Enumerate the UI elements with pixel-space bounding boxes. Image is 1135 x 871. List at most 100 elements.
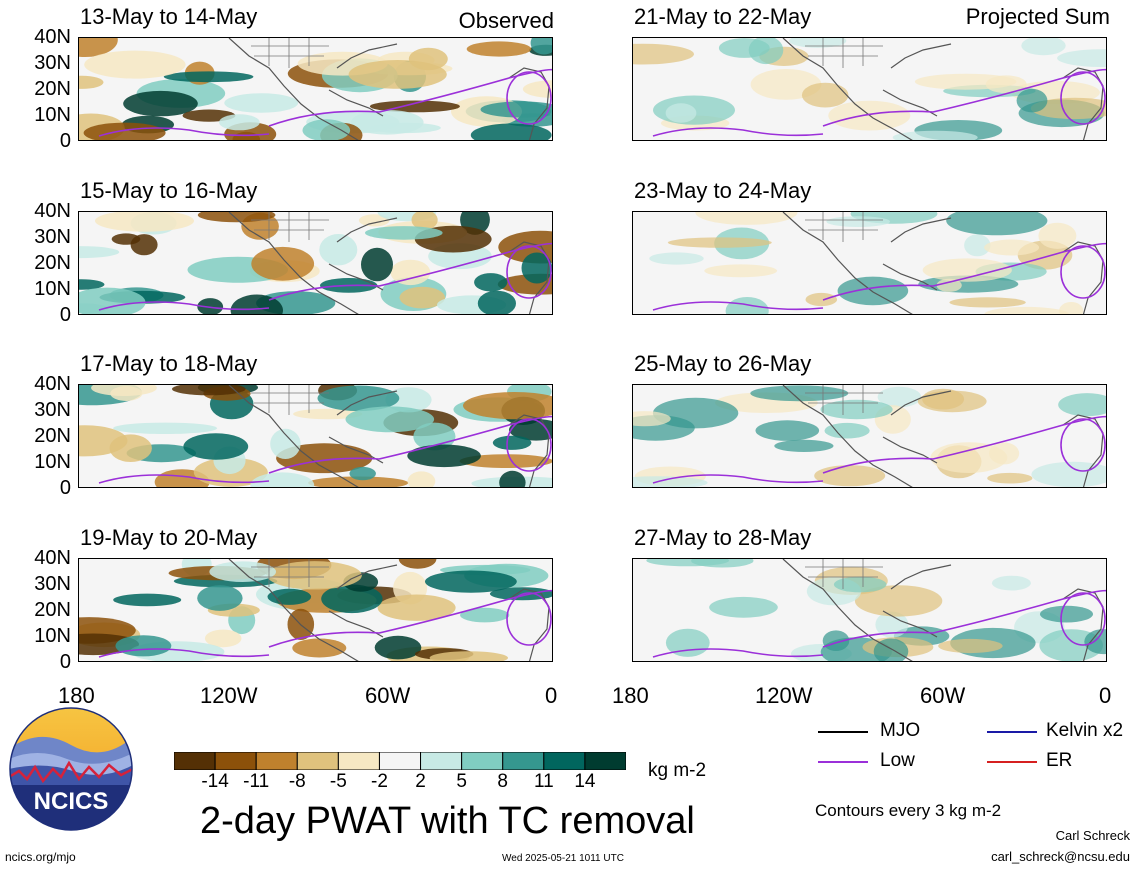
pwat-anomaly-blob [499, 470, 526, 487]
lat-label: 30N [34, 573, 71, 595]
colorbar-swatch [378, 751, 422, 771]
pwat-anomaly-blob [317, 385, 400, 412]
state-boundaries [251, 212, 329, 242]
pwat-anomaly-blob [695, 212, 798, 225]
pwat-anomaly-blob [399, 286, 446, 309]
lat-label: 30N [34, 399, 71, 421]
pwat-anomaly-blob [649, 252, 704, 265]
colorbar-swatch [584, 751, 627, 771]
pwat-anomaly-blob [111, 233, 141, 245]
pwat-anomaly-blob [718, 38, 770, 58]
pwat-anomaly-blob [183, 433, 249, 460]
legend-label-mjo: MJO [880, 720, 921, 741]
footer-email[interactable]: carl_schreck@ncsu.edu [991, 849, 1130, 864]
coastline [782, 385, 1104, 487]
pwat-anomaly-blob [522, 80, 552, 98]
low-contour [506, 245, 552, 299]
pwat-anomaly-blob [374, 635, 422, 660]
contours-note: Contours every 3 kg m-2 [815, 801, 1002, 820]
pwat-anomaly-blob [293, 408, 363, 420]
lon-label: 60W [920, 683, 966, 708]
pwat-anomaly-blob [991, 575, 1031, 591]
pwat-anomaly-blob [470, 123, 552, 140]
pwat-map [79, 385, 552, 487]
map-panel [632, 558, 1107, 662]
pwat-anomaly-blob [172, 385, 246, 396]
colorbar-tick-label: -11 [243, 771, 270, 792]
pwat-anomaly-blob [709, 596, 778, 618]
pwat-anomaly-blob [84, 50, 186, 79]
legend-label-low: Low [880, 750, 915, 771]
coastline [782, 559, 1104, 661]
coastline [782, 38, 1104, 140]
pwat-anomaly-blob [425, 570, 517, 593]
lat-label: 20N [34, 252, 71, 274]
pwat-anomaly-blob [987, 472, 1033, 484]
observed-header: Observed [458, 8, 554, 33]
pwat-anomaly-blob [429, 651, 508, 661]
pwat-anomaly-blob [79, 246, 120, 259]
pwat-anomaly-blob [365, 226, 443, 240]
pwat-anomaly-blob [115, 635, 172, 657]
colorbar-tick-label: 14 [574, 771, 596, 792]
pwat-map [633, 212, 1106, 314]
pwat-anomaly-blob [83, 122, 166, 140]
colorbar-swatch [173, 751, 216, 771]
panel-title: 19-May to 20-May [80, 525, 258, 550]
coastline [228, 212, 550, 314]
pwat-anomaly-blob [113, 422, 218, 434]
map-panel [632, 37, 1107, 141]
pwat-anomaly-blob [936, 278, 962, 292]
lat-label: 40N [34, 26, 71, 48]
pwat-anomaly-blob [652, 397, 739, 429]
pwat-map [79, 212, 552, 314]
lon-label: 120W [200, 683, 258, 708]
colorbar-tick-label: 8 [497, 771, 508, 792]
pwat-anomaly-blob [123, 90, 198, 117]
low-contour [1060, 245, 1106, 299]
state-boundaries [805, 559, 883, 589]
panel-title: 21-May to 22-May [634, 4, 812, 29]
pwat-anomaly-blob [79, 279, 105, 290]
lat-label: 20N [34, 78, 71, 100]
pwat-anomaly-blob [480, 101, 552, 118]
pwat-anomaly-blob [949, 297, 1026, 308]
map-panel [632, 384, 1107, 488]
pwat-anomaly-blob [1040, 605, 1093, 623]
colorbar-swatch [543, 751, 586, 771]
legend-label-er: ER [1046, 750, 1073, 771]
pwat-anomaly-blob [351, 110, 424, 135]
pwat-anomaly-blob [489, 587, 552, 601]
pwat-anomaly-blob [964, 234, 991, 257]
pwat-anomaly-blob [91, 385, 157, 396]
pwat-anomaly-blob [633, 476, 708, 487]
lat-label: 40N [34, 373, 71, 395]
pwat-anomaly-blob [79, 38, 118, 57]
pwat-anomaly-blob [938, 638, 1003, 654]
map-panel [78, 558, 553, 662]
pwat-anomaly-blob [1021, 38, 1066, 56]
map-panel [78, 211, 553, 315]
pwat-anomaly-blob [1030, 97, 1106, 120]
colorbar-tick-label: -14 [201, 771, 229, 792]
map-panel [78, 384, 553, 488]
pwat-map [633, 38, 1106, 140]
pwat-map [79, 38, 552, 140]
colorbar-swatches [173, 751, 627, 771]
lat-label: 10N [34, 451, 71, 473]
colorbar-tick-label: 2 [415, 771, 426, 792]
legend-swatch-kelvin [987, 731, 1037, 733]
pwat-anomaly-blob [892, 130, 978, 140]
pwat-anomaly-blob [1059, 302, 1084, 314]
figure-title: 2-day PWAT with TC removal [200, 800, 695, 842]
footer-url[interactable]: ncics.org/mjo [5, 850, 76, 864]
pwat-anomaly-blob [348, 60, 447, 89]
colorbar-tick-label: -5 [329, 771, 347, 792]
pwat-anomaly-blob [633, 411, 671, 427]
legend-swatch-low [818, 761, 868, 763]
pwat-anomaly-blob [474, 273, 508, 292]
lat-label: 30N [34, 52, 71, 74]
pwat-anomaly-blob [801, 82, 849, 108]
pwat-anomaly-blob [521, 252, 552, 284]
pwat-anomaly-blob [219, 114, 260, 131]
